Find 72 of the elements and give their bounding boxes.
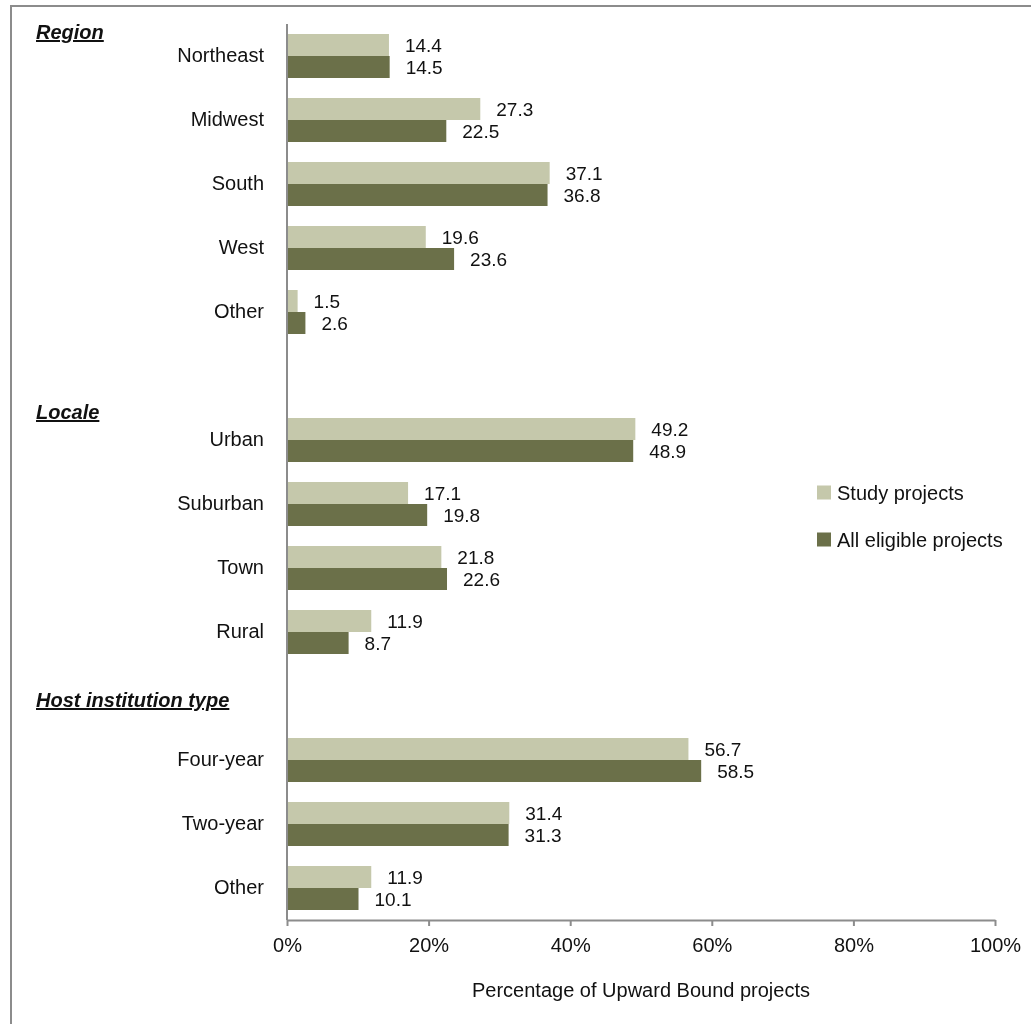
data-label: 48.9 bbox=[649, 440, 687, 462]
x-tick-label: 20% bbox=[409, 934, 450, 957]
bar bbox=[287, 312, 306, 334]
bar bbox=[287, 546, 442, 568]
data-label: 8.7 bbox=[364, 632, 392, 654]
data-label: 22.5 bbox=[462, 120, 500, 142]
y-tick-label: Town bbox=[217, 556, 264, 579]
y-tick-label: Midwest bbox=[190, 108, 265, 131]
bar bbox=[287, 290, 298, 312]
y-tick-label: Other bbox=[213, 876, 265, 899]
data-label: 21.8 bbox=[457, 546, 495, 568]
data-label: 11.9 bbox=[387, 610, 423, 632]
x-tick-label: 0% bbox=[273, 934, 303, 957]
x-tick-label: 80% bbox=[833, 934, 875, 957]
bar bbox=[287, 610, 372, 632]
data-label: 27.3 bbox=[496, 98, 534, 120]
text: Host institution type bbox=[36, 689, 230, 711]
y-tick-label: Two-year bbox=[181, 812, 265, 835]
y-tick-label: Rural bbox=[216, 620, 264, 643]
bar bbox=[287, 34, 389, 56]
data-label: 49.2 bbox=[651, 418, 689, 440]
data-label: 36.8 bbox=[563, 184, 601, 206]
x-axis-title: Percentage of Upward Bound projects bbox=[472, 979, 810, 1001]
bar bbox=[287, 824, 509, 846]
data-label: 22.6 bbox=[463, 568, 500, 590]
x-tick-label: 60% bbox=[692, 934, 733, 957]
bar bbox=[287, 504, 428, 526]
data-label: 11.9 bbox=[387, 866, 423, 888]
x-tick-label: 100% bbox=[969, 934, 1022, 957]
bar bbox=[287, 632, 349, 654]
y-tick-label: Four-year bbox=[177, 748, 265, 771]
x-tick-label: 40% bbox=[550, 934, 591, 957]
data-label: 17.1 bbox=[424, 482, 462, 504]
data-label: 56.7 bbox=[704, 738, 742, 760]
bar bbox=[287, 184, 548, 206]
y-tick-label: Other bbox=[213, 300, 265, 323]
data-label: 14.4 bbox=[404, 34, 443, 56]
bar bbox=[287, 162, 550, 184]
y-tick-label: West bbox=[218, 236, 265, 259]
data-label: 14.5 bbox=[405, 56, 443, 78]
bar bbox=[287, 888, 359, 910]
bar bbox=[287, 866, 372, 888]
bar bbox=[287, 120, 447, 142]
y-tick-label: Suburban bbox=[177, 492, 264, 515]
bar bbox=[287, 418, 636, 440]
text: Region bbox=[36, 21, 104, 43]
bar bbox=[287, 568, 448, 590]
bar bbox=[287, 56, 390, 78]
bar bbox=[287, 802, 510, 824]
bar bbox=[287, 738, 689, 760]
bar bbox=[287, 98, 481, 120]
data-label: 10.1 bbox=[374, 888, 412, 910]
data-label: 23.6 bbox=[470, 248, 508, 270]
bar bbox=[287, 440, 634, 462]
data-label: 1.5 bbox=[313, 290, 341, 312]
y-tick-label: South bbox=[211, 172, 264, 195]
bar bbox=[287, 482, 409, 504]
bar bbox=[287, 760, 702, 782]
data-label: 37.1 bbox=[565, 162, 603, 184]
legend-label: All eligible projects bbox=[837, 528, 1003, 551]
data-label: 31.3 bbox=[524, 824, 562, 846]
text: Locale bbox=[36, 401, 100, 423]
bar bbox=[287, 226, 426, 248]
data-label: 58.5 bbox=[717, 760, 755, 782]
y-tick-label: Northeast bbox=[177, 44, 265, 67]
data-label: 19.6 bbox=[441, 226, 479, 248]
data-label: 31.4 bbox=[525, 802, 563, 824]
legend-label: Study projects bbox=[837, 481, 964, 504]
bar bbox=[287, 248, 455, 270]
data-label: 2.6 bbox=[321, 312, 348, 334]
y-tick-label: Urban bbox=[209, 428, 264, 451]
data-label: 19.8 bbox=[443, 504, 481, 526]
